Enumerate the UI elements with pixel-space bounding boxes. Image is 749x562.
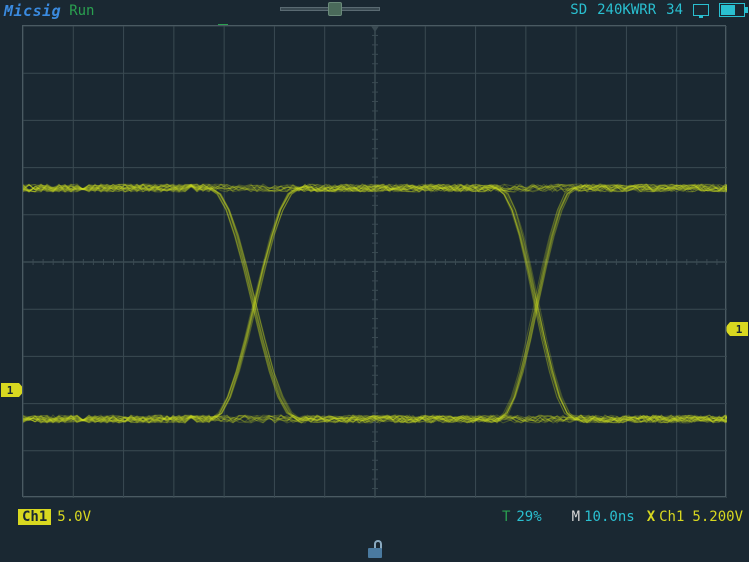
waveform-area[interactable] <box>22 25 726 497</box>
battery-icon <box>719 3 745 17</box>
oscilloscope-screen: Micsig Run SD 240KWRR 34 T 1 1 Ch1 5.0V … <box>0 0 749 562</box>
slider-thumb[interactable] <box>328 2 342 16</box>
lock-button[interactable] <box>366 540 384 558</box>
run-status: Run <box>69 3 94 19</box>
sample-rate: 240KWRR <box>597 2 656 18</box>
top-right-status: SD 240KWRR 34 <box>570 2 745 18</box>
trigger-mode-label: X <box>647 509 655 525</box>
channel-label[interactable]: Ch1 <box>18 509 51 525</box>
trigger-position-percent: 29% <box>516 509 541 525</box>
timebase-value: 10.0ns <box>584 509 635 525</box>
horizontal-position-slider[interactable] <box>280 2 380 16</box>
trigger-channel: Ch1 <box>659 509 684 525</box>
sd-label: SD <box>570 2 587 18</box>
volts-per-div: 5.0V <box>57 509 91 525</box>
logo: Micsig <box>4 2 61 20</box>
channel-zero-marker[interactable]: 1 <box>1 383 19 397</box>
trigger-level-value: 5.200V <box>692 509 743 525</box>
bottom-bar: Ch1 5.0V T 29% M 10.0ns X Ch1 5.200V <box>18 508 743 526</box>
waveform-canvas <box>23 26 727 498</box>
trigger-level-marker[interactable]: 1 <box>730 322 748 336</box>
timebase-label: M <box>572 509 580 525</box>
t-label: T <box>502 509 510 525</box>
unlock-icon <box>366 540 384 558</box>
monitor-icon <box>693 4 709 16</box>
count: 34 <box>666 2 683 18</box>
